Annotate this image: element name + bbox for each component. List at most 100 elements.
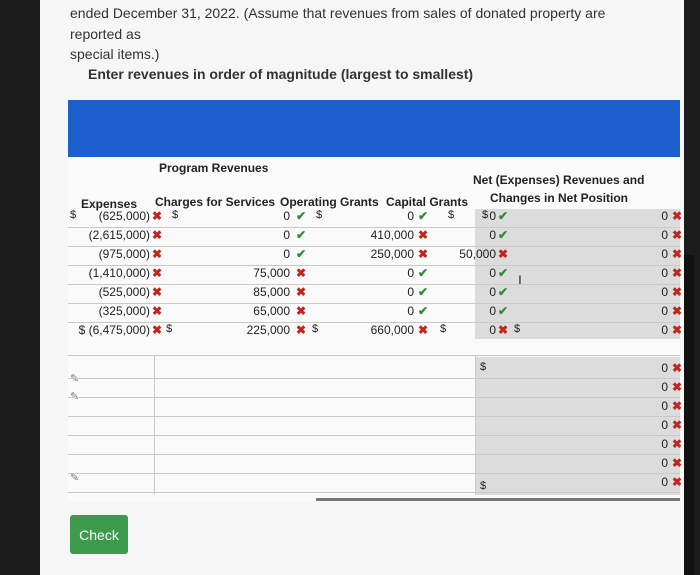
x-mark-icon: ✖ [418, 323, 429, 337]
total-capital-grants[interactable]: 0 [489, 323, 496, 337]
net-position-cell[interactable]: 0 [661, 285, 668, 299]
x-mark-icon: ✖ [672, 475, 683, 489]
capital-grants-cell[interactable]: 0 [489, 228, 496, 242]
operating-grants-cell[interactable]: 0 [407, 304, 414, 318]
net-header-line-1: Net (Expenses) Revenues and [473, 173, 645, 187]
net-position-cell[interactable]: 0 [661, 437, 668, 451]
total-operating-grants[interactable]: 660,000 [370, 323, 414, 337]
check-mark-icon: ✔ [498, 228, 509, 242]
check-mark-icon: ✔ [296, 228, 307, 242]
row-divider [68, 378, 680, 379]
pencil-icon: ✎ [70, 472, 80, 484]
total-net-position[interactable]: 0 [661, 323, 668, 337]
capital-grants-cell[interactable]: 0 [489, 304, 496, 318]
row-divider [68, 397, 680, 398]
operating-grants-cell[interactable]: 410,000 [370, 228, 414, 242]
charges-cell[interactable]: 0 [283, 228, 290, 242]
expenses-cell[interactable]: (625,000) [98, 209, 150, 223]
expenses-cell[interactable]: (1,410,000) [88, 266, 150, 280]
row-divider [68, 454, 680, 455]
check-mark-icon: ✔ [498, 209, 509, 223]
net-position-cell[interactable]: 0 [661, 228, 668, 242]
capital-grants-cell[interactable]: 50,000 [459, 247, 496, 261]
capital-grants-cell[interactable]: 0 [489, 266, 496, 280]
net-position-cell[interactable]: 0 [661, 247, 668, 261]
check-mark-icon: ✔ [418, 285, 429, 299]
x-mark-icon: ✖ [296, 304, 307, 318]
window-edge [684, 255, 694, 575]
check-mark-icon: ✔ [498, 266, 509, 280]
x-mark-icon: ✖ [672, 285, 683, 299]
expenses-cell[interactable]: (525,000) [98, 285, 150, 299]
program-revenues-header: Program Revenues [159, 161, 269, 175]
charges-header: Charges for Services [155, 195, 276, 209]
currency-sign: $ [316, 209, 323, 221]
x-mark-icon: ✖ [498, 323, 509, 337]
x-mark-icon: ✖ [418, 247, 429, 261]
net-position-cell[interactable]: 0 [661, 456, 668, 470]
x-mark-icon: ✖ [672, 418, 683, 432]
expenses-cell[interactable]: (975,000) [98, 247, 150, 261]
instruction-line-2: reported as [70, 26, 141, 42]
instruction-line-4: Enter revenues in order of magnitude (la… [88, 66, 474, 82]
operating-grants-cell[interactable]: 0 [407, 266, 414, 280]
x-mark-icon: ✖ [152, 228, 163, 242]
expenses-cell[interactable]: (325,000) [98, 304, 150, 318]
expenses-header: Expenses [81, 197, 138, 211]
instruction-line-1: ended December 31, 2022. (Assume that re… [70, 5, 606, 21]
currency-sign: $ [166, 323, 173, 335]
x-mark-icon: ✖ [152, 285, 163, 299]
check-button[interactable]: Check [70, 515, 128, 554]
x-mark-icon: ✖ [672, 361, 683, 375]
x-mark-icon: ✖ [672, 323, 683, 337]
x-mark-icon: ✖ [296, 285, 307, 299]
net-position-cell[interactable]: 0 [661, 266, 668, 280]
row-divider [68, 322, 680, 323]
x-mark-icon: ✖ [152, 304, 163, 318]
x-mark-icon: ✖ [672, 266, 683, 280]
operating-grants-cell[interactable]: 250,000 [370, 247, 414, 261]
net-position-cell[interactable]: 0 [661, 361, 668, 375]
currency-sign: $ [172, 209, 179, 221]
currency-sign: $ [480, 361, 487, 373]
currency-sign: $ [448, 209, 455, 221]
currency-sign: $ [482, 209, 489, 221]
charges-cell[interactable]: 85,000 [253, 285, 290, 299]
charges-cell[interactable]: 65,000 [253, 304, 290, 318]
operating-grants-cell[interactable]: 0 [407, 209, 414, 223]
net-position-cell[interactable]: 0 [661, 418, 668, 432]
check-mark-icon: ✔ [418, 266, 429, 280]
capital-grants-cell[interactable]: 0 [489, 285, 496, 299]
divider [68, 355, 680, 356]
charges-cell[interactable]: 75,000 [253, 266, 290, 280]
x-mark-icon: ✖ [296, 266, 307, 280]
check-mark-icon: ✔ [498, 285, 509, 299]
charges-cell[interactable]: 0 [283, 209, 290, 223]
charges-cell[interactable]: 0 [283, 247, 290, 261]
net-position-cell[interactable]: 0 [661, 209, 668, 223]
total-charges[interactable]: 225,000 [246, 323, 290, 337]
check-mark-icon: ✔ [296, 209, 307, 223]
scrollbar-track[interactable] [316, 498, 680, 501]
net-column-shading-lower [475, 357, 680, 495]
divider [475, 355, 476, 495]
net-position-cell[interactable]: 0 [661, 475, 668, 489]
total-expenses[interactable]: $ (6,475,000) [78, 323, 150, 337]
x-mark-icon: ✖ [672, 228, 683, 242]
text-cursor: I [518, 272, 522, 288]
statement-of-activities-table: Program Revenues Net (Expenses) Revenues… [68, 157, 683, 501]
row-divider [68, 473, 680, 474]
capital-grants-cell[interactable]: 0 [489, 209, 496, 223]
net-position-cell[interactable]: 0 [661, 399, 668, 413]
net-position-cell[interactable]: 0 [661, 304, 668, 318]
x-mark-icon: ✖ [498, 247, 509, 261]
expenses-cell[interactable]: (2,615,000) [88, 228, 150, 242]
net-position-cell[interactable]: 0 [661, 380, 668, 394]
row-divider [68, 246, 680, 247]
operating-grants-cell[interactable]: 0 [407, 285, 414, 299]
check-mark-icon: ✔ [418, 209, 429, 223]
currency-sign: $ [70, 209, 77, 221]
net-column-shading [475, 209, 680, 339]
x-mark-icon: ✖ [152, 247, 163, 261]
currency-sign: $ [312, 323, 319, 335]
